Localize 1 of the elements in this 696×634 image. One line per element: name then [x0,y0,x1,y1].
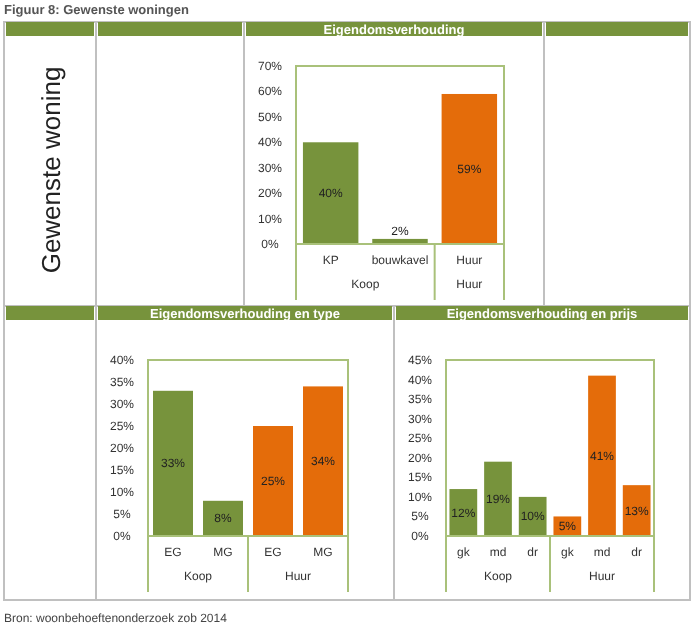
text: Gewenste woning [36,66,66,274]
